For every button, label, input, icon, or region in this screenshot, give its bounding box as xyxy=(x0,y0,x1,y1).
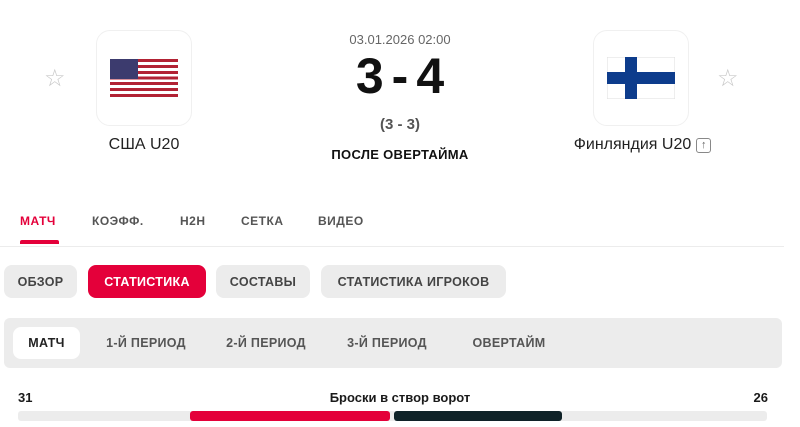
pill-overview[interactable]: ОБЗОР xyxy=(4,265,77,298)
score-separator: - xyxy=(391,48,409,104)
period-2[interactable]: 2-Й ПЕРИОД xyxy=(226,336,306,350)
tab-video[interactable]: ВИДЕО xyxy=(318,214,364,228)
away-team-logo[interactable] xyxy=(593,30,689,126)
tab-h2h[interactable]: H2H xyxy=(180,214,206,228)
stat-bar-track xyxy=(18,411,767,421)
tab-odds[interactable]: КОЭФФ. xyxy=(92,214,144,228)
period-overtime[interactable]: ОВЕРТАЙМ xyxy=(472,336,546,350)
pill-lineups[interactable]: СОСТАВЫ xyxy=(216,265,310,298)
active-tab-indicator xyxy=(20,240,59,244)
period-selector: МАТЧ 1-Й ПЕРИОД 2-Й ПЕРИОД 3-Й ПЕРИОД ОВ… xyxy=(4,318,782,368)
match-tabs: МАТЧ КОЭФФ. H2H СЕТКА ВИДЕО xyxy=(0,198,784,247)
stat-away-value: 26 xyxy=(753,390,768,405)
match-score: 3-4 xyxy=(300,48,500,104)
tab-match[interactable]: МАТЧ xyxy=(20,214,56,228)
period-3[interactable]: 3-Й ПЕРИОД xyxy=(347,336,427,350)
match-status: ПОСЛЕ ОВЕРТАЙМА xyxy=(331,147,469,162)
stat-bar-home xyxy=(190,411,390,421)
favorite-away-star-icon[interactable]: ☆ xyxy=(717,65,739,92)
home-team-name[interactable]: США U20 xyxy=(108,136,180,153)
match-datetime: 03.01.2026 02:00 xyxy=(349,32,451,47)
away-team[interactable]: Финляндия U20 ↑ xyxy=(560,136,725,154)
regular-time-score: (3 - 3) xyxy=(379,116,420,133)
stat-bar-away xyxy=(394,411,562,421)
home-team-logo[interactable] xyxy=(96,30,192,126)
period-match[interactable]: МАТЧ xyxy=(13,327,80,359)
stat-home-value: 31 xyxy=(18,390,33,405)
pill-statistics[interactable]: СТАТИСТИКА xyxy=(88,265,206,298)
away-score: 4 xyxy=(416,48,445,104)
period-1[interactable]: 1-Й ПЕРИОД xyxy=(106,336,186,350)
stat-label: Броски в створ ворот xyxy=(329,390,471,405)
finland-flag-icon xyxy=(607,57,675,99)
pill-player-stats[interactable]: СТАТИСТИКА ИГРОКОВ xyxy=(321,265,506,298)
tab-bracket[interactable]: СЕТКА xyxy=(241,214,284,228)
home-score: 3 xyxy=(355,48,384,104)
away-team-name: Финляндия U20 xyxy=(573,136,692,153)
favorite-home-star-icon[interactable]: ☆ xyxy=(44,65,66,92)
usa-flag-icon xyxy=(110,59,178,97)
promotion-arrow-icon: ↑ xyxy=(696,137,712,153)
